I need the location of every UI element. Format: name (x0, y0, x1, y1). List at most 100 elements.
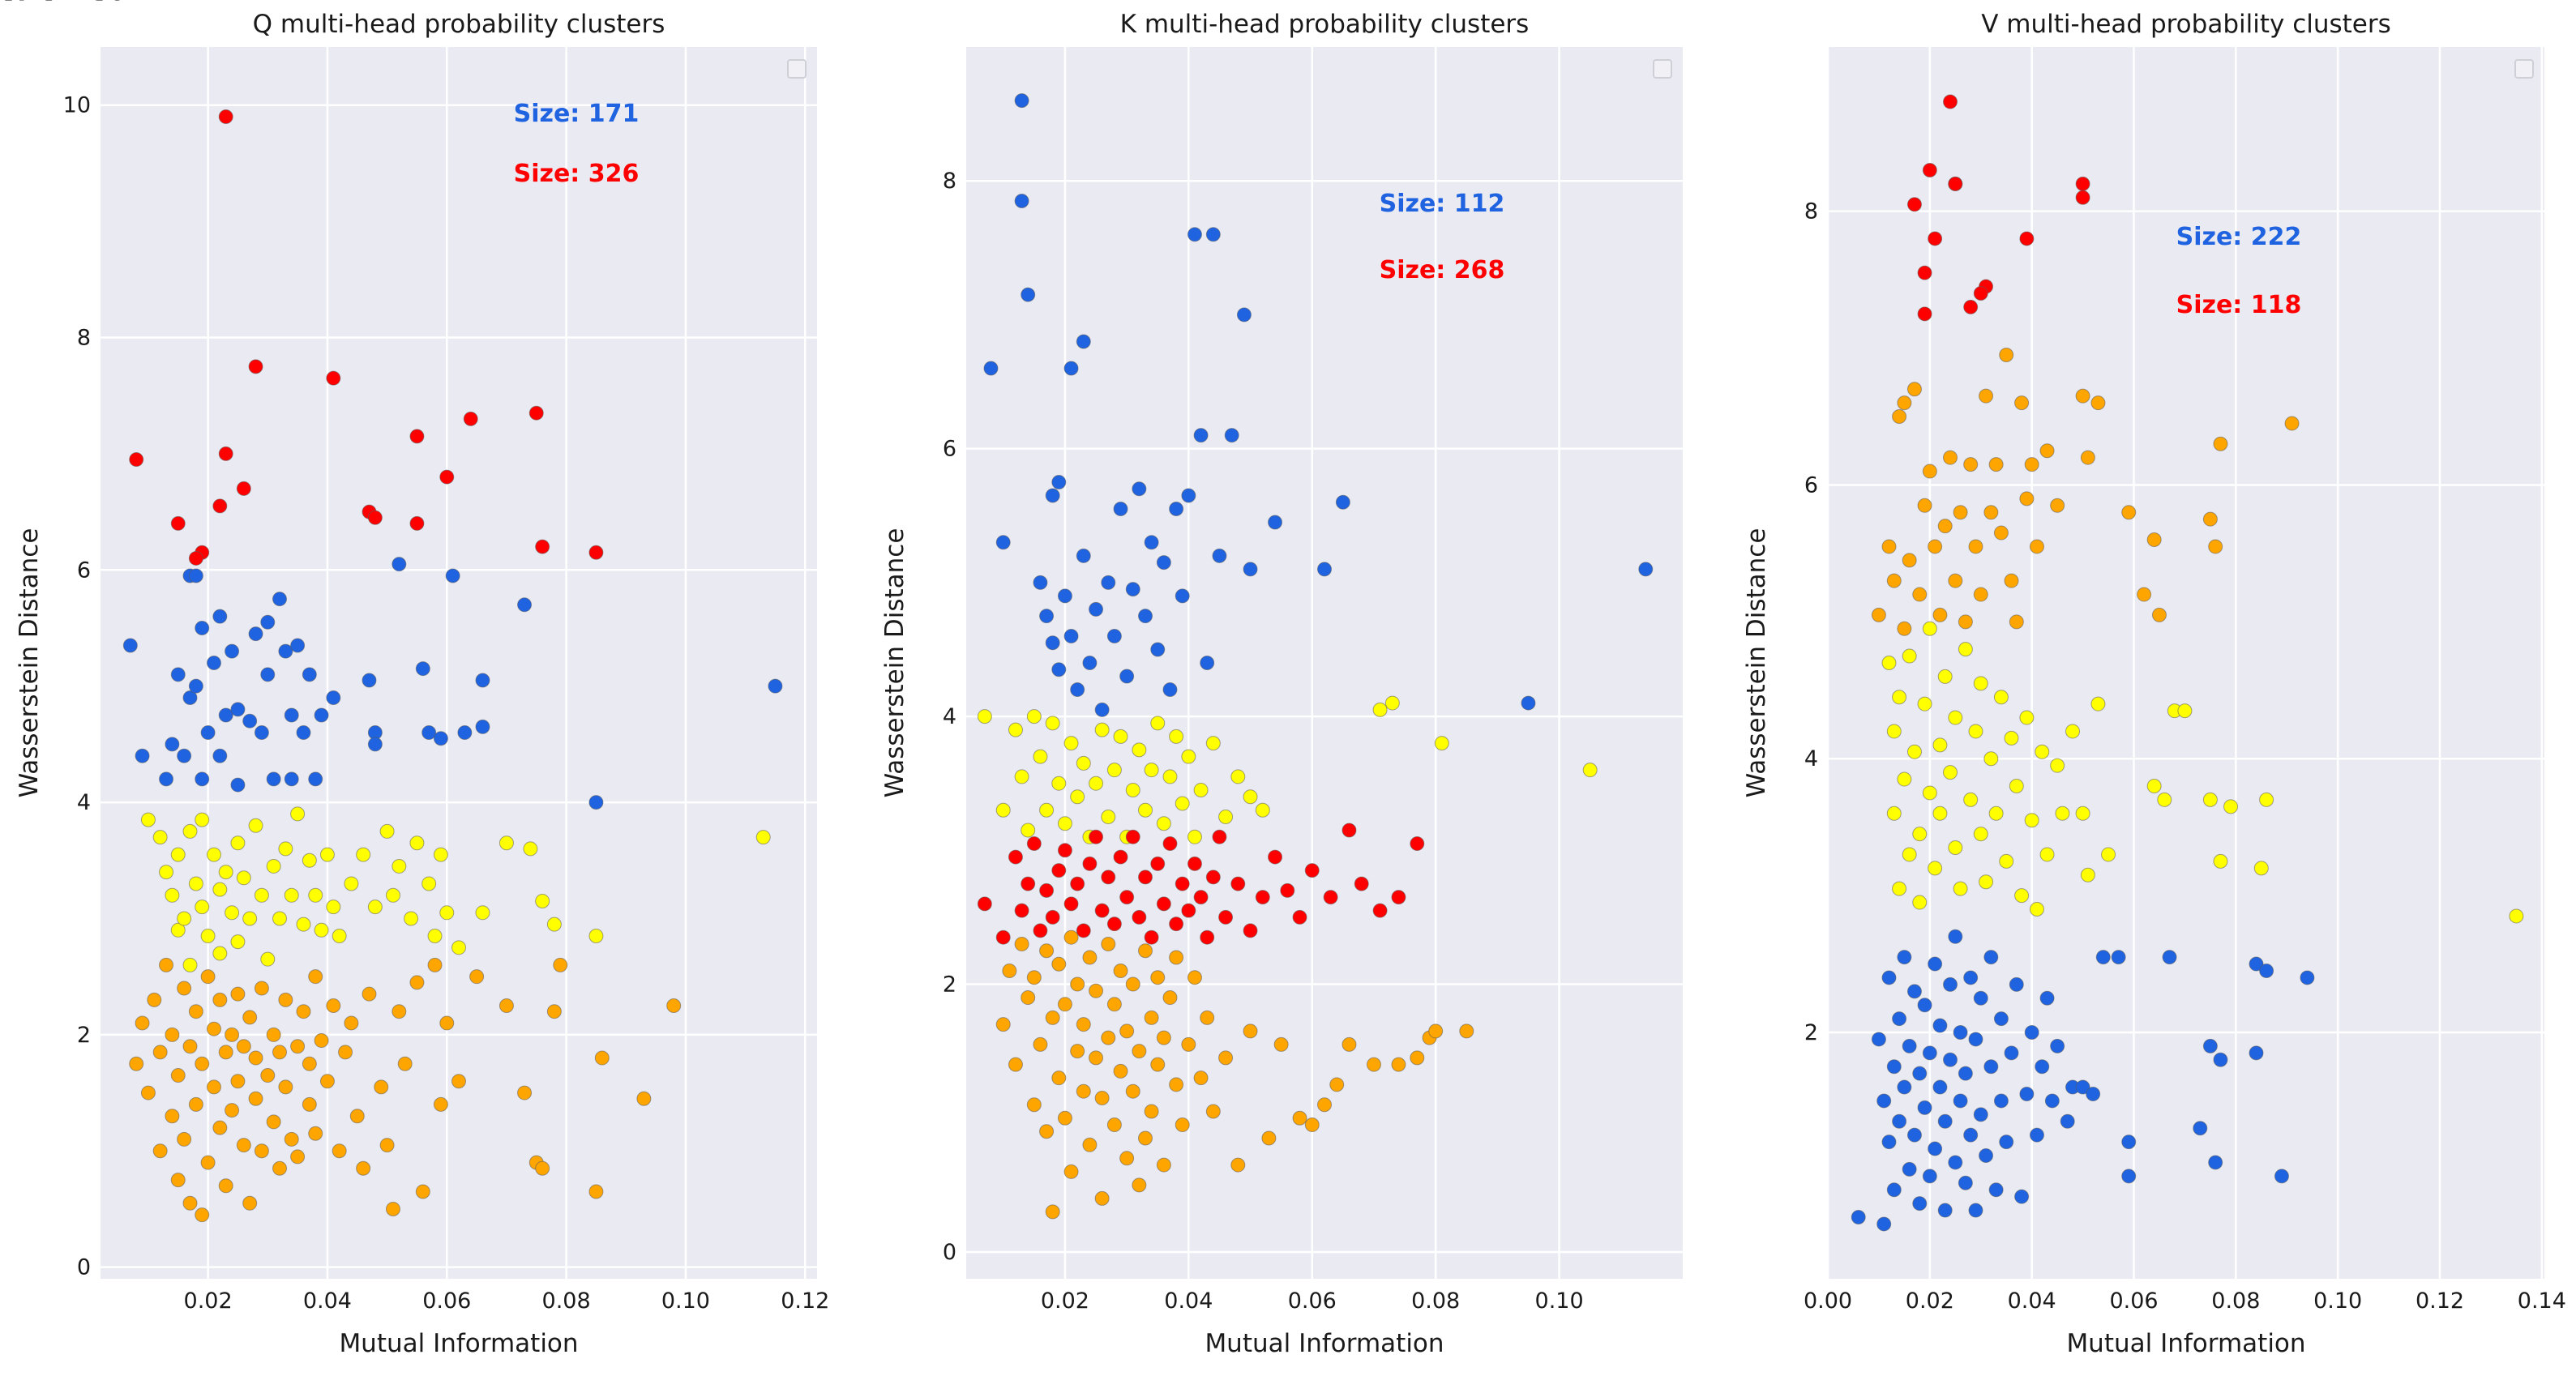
scatter-point-red (1218, 909, 1234, 925)
scatter-point-blue (1125, 582, 1140, 597)
panel-k-x-tick-label: 0.06 (1288, 1288, 1337, 1314)
scatter-point-orange (1205, 1104, 1221, 1119)
panel-k-x-tick-label: 0.10 (1535, 1288, 1584, 1314)
scatter-point-blue (2202, 1038, 2218, 1053)
scatter-point-orange (260, 1068, 276, 1083)
scatter-point-red (1268, 849, 1283, 865)
scatter-point-blue (1243, 562, 1258, 577)
scatter-point-orange (278, 992, 293, 1007)
scatter-point-orange (1125, 976, 1140, 992)
scatter-point-yellow (1106, 763, 1122, 778)
scatter-point-red (248, 359, 263, 374)
scatter-point-orange (2050, 498, 2065, 513)
scatter-point-yellow (1132, 742, 1147, 758)
scatter-point-orange (230, 1074, 246, 1089)
scatter-point-orange (1094, 1190, 1110, 1206)
scatter-point-orange (140, 1085, 156, 1100)
panel-v-size-label-orange: Size: 118 (2176, 291, 2302, 319)
scatter-point-yellow (290, 806, 306, 822)
scatter-point-orange (1057, 997, 1072, 1012)
scatter-point-orange (296, 1004, 311, 1019)
scatter-point-orange (242, 1195, 258, 1211)
panel-q-size-label-orange: Size: 326 (514, 160, 640, 188)
panel-q-y-tick-label: 6 (77, 558, 91, 583)
panel-v-y-tick-label: 8 (1804, 199, 1818, 224)
scatter-point-blue (1953, 1025, 1968, 1040)
scatter-point-orange (135, 1015, 150, 1031)
panel-q-x-tick-label: 0.12 (781, 1288, 829, 1314)
scatter-point-blue (2009, 976, 2024, 992)
scatter-point-orange (195, 1207, 210, 1223)
panel-k-size-label-red: Size: 136 (0, 0, 126, 6)
scatter-point-yellow (475, 905, 490, 921)
scatter-point-red (1372, 903, 1388, 918)
scatter-point-yellow (212, 946, 228, 961)
scatter-point-orange (1943, 450, 1958, 465)
scatter-point-orange (1039, 943, 1055, 959)
scatter-point-blue (218, 707, 233, 723)
scatter-point-blue (1937, 1113, 1953, 1129)
scatter-point-orange (2284, 416, 2300, 431)
scatter-point-yellow (230, 934, 246, 950)
scatter-point-red (1070, 876, 1085, 891)
scatter-point-blue (1169, 502, 1184, 516)
scatter-point-orange (1341, 1036, 1357, 1052)
scatter-point-orange (1144, 1010, 1159, 1025)
scatter-point-yellow (2014, 888, 2030, 904)
scatter-point-blue (1881, 1135, 1897, 1150)
panel-k-y-tick-label: 4 (943, 704, 956, 729)
panel-v-x-tick-label: 0.06 (2109, 1288, 2158, 1314)
scatter-point-orange (2146, 532, 2162, 547)
scatter-point-blue (1162, 682, 1178, 698)
scatter-point-blue (200, 725, 216, 741)
scatter-point-blue (1150, 642, 1166, 657)
scatter-point-orange (165, 1109, 180, 1124)
scatter-point-blue (1958, 1175, 1973, 1190)
scatter-point-blue (290, 638, 306, 653)
scatter-point-blue (1144, 535, 1159, 550)
scatter-point-yellow (1434, 736, 1449, 751)
scatter-point-orange (1175, 1117, 1190, 1132)
scatter-point-orange (1391, 1057, 1406, 1072)
scatter-point-orange (1039, 1124, 1055, 1139)
scatter-point-yellow (1169, 729, 1184, 744)
scatter-point-red (2075, 190, 2090, 205)
scatter-point-orange (1329, 1077, 1345, 1092)
scatter-point-blue (272, 592, 287, 607)
scatter-point-orange (1101, 1030, 1116, 1045)
scatter-point-blue (421, 725, 437, 741)
scatter-point-blue (768, 678, 783, 694)
scatter-point-orange (200, 969, 216, 985)
scatter-point-blue (1958, 1066, 1973, 1081)
panel-v-x-tick-label: 0.08 (2211, 1288, 2260, 1314)
scatter-point-orange (1886, 573, 1902, 588)
scatter-point-blue (1932, 1079, 1948, 1095)
scatter-point-blue (433, 731, 448, 746)
scatter-point-yellow (2019, 710, 2035, 725)
scatter-point-orange (1008, 1057, 1023, 1072)
scatter-point-yellow (284, 887, 299, 903)
scatter-point-orange (1243, 1023, 1258, 1039)
scatter-point-blue (1521, 695, 1536, 711)
scatter-point-yellow (170, 922, 186, 938)
scatter-point-blue (1200, 656, 1215, 670)
scatter-point-orange (302, 1056, 317, 1071)
scatter-point-blue (2050, 1038, 2065, 1053)
scatter-point-red (1917, 265, 1932, 280)
scatter-point-yellow (188, 876, 203, 891)
scatter-point-red (1138, 870, 1153, 885)
scatter-point-blue (1897, 1079, 1912, 1095)
scatter-point-blue (1094, 702, 1110, 717)
scatter-point-yellow (1582, 763, 1598, 778)
scatter-point-yellow (356, 847, 371, 862)
scatter-point-blue (1851, 1210, 1866, 1224)
scatter-point-yellow (195, 812, 210, 827)
scatter-point-orange (1181, 1036, 1196, 1052)
scatter-point-orange (379, 1138, 395, 1153)
panel-q-title: Q multi-head probability clusters (253, 10, 665, 39)
scatter-point-red (1255, 890, 1270, 905)
scatter-point-blue (983, 361, 999, 376)
scatter-point-yellow (1973, 827, 1988, 842)
scatter-point-red (1076, 923, 1091, 938)
scatter-point-blue (122, 638, 138, 653)
